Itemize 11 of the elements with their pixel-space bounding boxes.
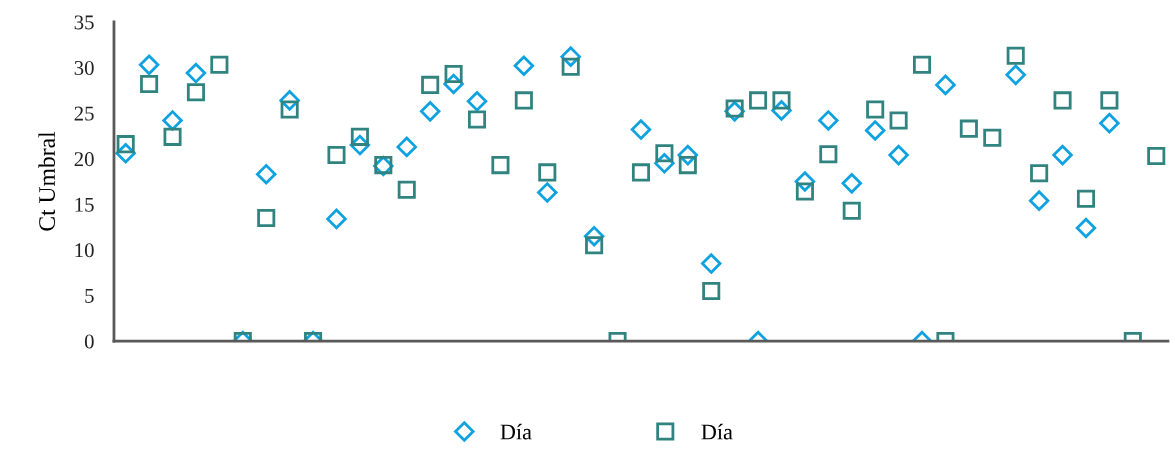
y-axis-title: Ct Umbral [38,131,56,231]
y-tick-label: 35 [74,15,94,30]
y-tick-label: 20 [74,152,94,167]
legend-label: Día [701,423,733,440]
legend-label: Día [500,423,532,440]
y-tick-label: 10 [75,243,94,258]
y-tick-label: 15 [75,197,94,212]
y-tick-label: 30 [74,60,94,75]
y-tick-label: 5 [85,289,94,303]
y-tick-label: 25 [74,106,94,121]
y-tick-label: 0 [84,334,94,349]
